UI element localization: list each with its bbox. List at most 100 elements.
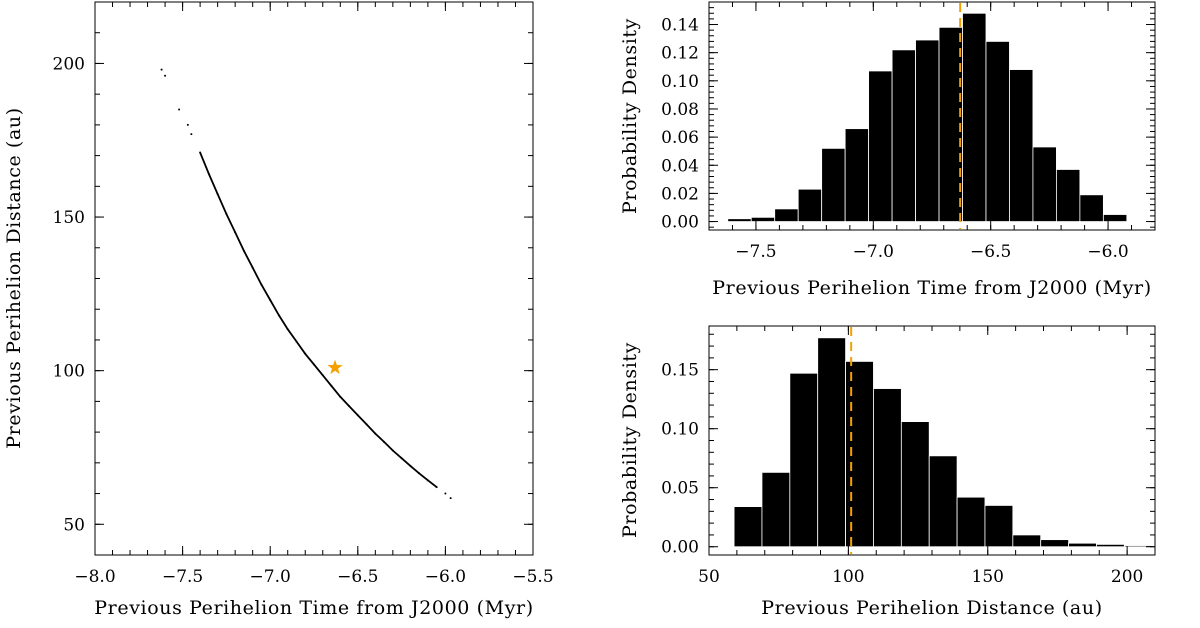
scatter-point [190,133,193,136]
time-histogram-x-tick-label: −7.0 [853,242,894,262]
time-histogram-y-tick-label: 0.12 [661,44,699,64]
scatter-point [304,352,307,355]
time-histogram-panel: −7.5 −7.0 −6.5 −6.0 0.00 0.02 0.04 0.06 0.08 0.10… [619,1,1156,299]
scatter-x-tick-label: −8.0 [74,567,115,587]
distance-histogram-panel: 50 100 150 200 0.00 0.05 0.10 0.15 Previous Per… [619,325,1156,619]
scatter-point [313,363,315,366]
scatter-point [444,492,447,495]
scatter-point [356,414,359,417]
distance-histogram-x-tick-label: 200 [1111,567,1143,587]
distance-histogram-x-tick-label: 100 [832,567,864,587]
time-histogram-bar [1056,169,1081,222]
scatter-point [449,497,452,500]
scatter-point [409,464,412,467]
scatter-y-axis-title: Previous Perihelion Distance (au) [3,107,25,448]
scatter-point [242,249,245,252]
distance-histogram-bar [928,455,958,548]
distance-histogram-ticks: 50 100 150 200 0.00 0.05 0.10 0.15 [661,326,1156,587]
scatter-y-tick-label: 50 [63,515,85,535]
scatter-point [277,314,280,317]
distance-histogram-bar [900,421,930,548]
time-histogram-y-tick-label: 0.00 [661,213,699,233]
time-histogram-bar [962,12,987,222]
scatter-panel: −8.0 −7.5 −7.0 −6.5 −6.0 −5.5 50 100 150 200 Prev… [3,1,554,619]
scatter-point [330,385,333,388]
scatter-x-tick-label: −5.5 [512,567,553,587]
scatter-y-tick-label: 100 [53,362,85,382]
distance-histogram-bar [956,496,986,548]
scatter-point [216,193,219,196]
scatter-point [321,374,324,377]
scatter-x-tick-label: −7.5 [162,567,203,587]
time-histogram-y-tick-label: 0.02 [661,184,699,204]
distance-histogram-y-tick-label: 0.15 [661,361,699,381]
scatter-ticks: −8.0 −7.5 −7.0 −6.5 −6.0 −5.5 50 100 150 200 [53,1,554,587]
distance-histogram-y-tick-label: 0.00 [661,538,699,558]
scatter-plot-frame [94,1,534,556]
scatter-point [418,472,421,475]
distance-histogram-bar [817,337,846,548]
scatter-y-tick-label: 200 [53,54,85,74]
distance-histogram-bar [1123,545,1153,548]
scatter-point [199,151,202,154]
scatter-x-tick-label: −6.0 [425,567,466,587]
scatter-point [207,173,210,176]
scatter-x-tick-label: −6.5 [337,567,378,587]
scatter-x-tick-label: −7.0 [250,567,291,587]
scatter-point [383,440,386,443]
time-histogram-bar [1009,69,1034,222]
scatter-dense-trace [199,152,438,488]
time-histogram-y-tick-label: 0.08 [661,100,699,120]
time-histogram-x-axis-title: Previous Perihelion Time from J2000 (Myr… [712,277,1151,299]
scatter-point [269,299,272,302]
scatter-point [178,108,181,111]
scatter-point [365,423,368,426]
scatter-point [391,449,394,452]
scatter-point [295,340,298,343]
scatter-points [160,68,452,500]
scatter-point [374,432,377,435]
time-histogram-bar [797,188,823,222]
scatter-point [234,231,237,234]
time-histogram-x-tick-label: −6.0 [1087,242,1128,262]
time-histogram-bar [727,218,752,222]
distance-histogram-bar [845,361,874,548]
time-histogram-bar [774,208,799,222]
distance-histogram-x-tick-label: 150 [972,567,1004,587]
nominal-star-marker [327,359,343,375]
scatter-point [164,74,167,77]
distance-histogram-bar [873,388,902,548]
distance-histogram-bar [733,506,763,548]
time-histogram-y-tick-label: 0.06 [661,128,699,148]
time-histogram-bar [938,26,963,222]
time-histogram-frame [708,1,1156,231]
scatter-point [426,479,429,482]
scatter-point [339,395,342,398]
scatter-point [260,283,263,286]
scatter-point [251,266,254,269]
distance-histogram-x-axis-title: Previous Perihelion Distance (au) [761,597,1102,619]
time-histogram-bar [868,70,893,222]
time-histogram-bar [915,39,940,222]
scatter-y-tick-label: 150 [53,208,85,228]
time-histogram-ticks: −7.5 −7.0 −6.5 −6.0 0.00 0.02 0.04 0.06 0.08 0.10… [661,1,1156,262]
distance-histogram-bar [1068,542,1097,548]
distance-histogram-bar [761,471,791,548]
time-histogram-y-tick-label: 0.04 [661,156,699,176]
time-histogram-y-tick-label: 0.14 [661,16,699,36]
time-histogram-bar [844,128,870,222]
time-histogram-bar [1102,214,1128,222]
scatter-point [186,123,189,126]
distance-histogram-y-axis-title: Probability Density [619,342,641,538]
time-histogram-y-axis-title: Probability Density [619,18,641,214]
scatter-point [435,486,438,489]
distance-histogram-y-tick-label: 0.10 [661,420,699,440]
time-histogram-y-tick-label: 0.10 [661,72,699,92]
time-histogram-bar [985,41,1010,222]
distance-histogram-bar [1096,543,1125,548]
distance-histogram-bars [733,337,1153,548]
scatter-point [400,457,403,460]
scatter-x-axis-title: Previous Perihelion Time from J2000 (Myr… [94,597,533,619]
time-histogram-bar [750,216,776,222]
